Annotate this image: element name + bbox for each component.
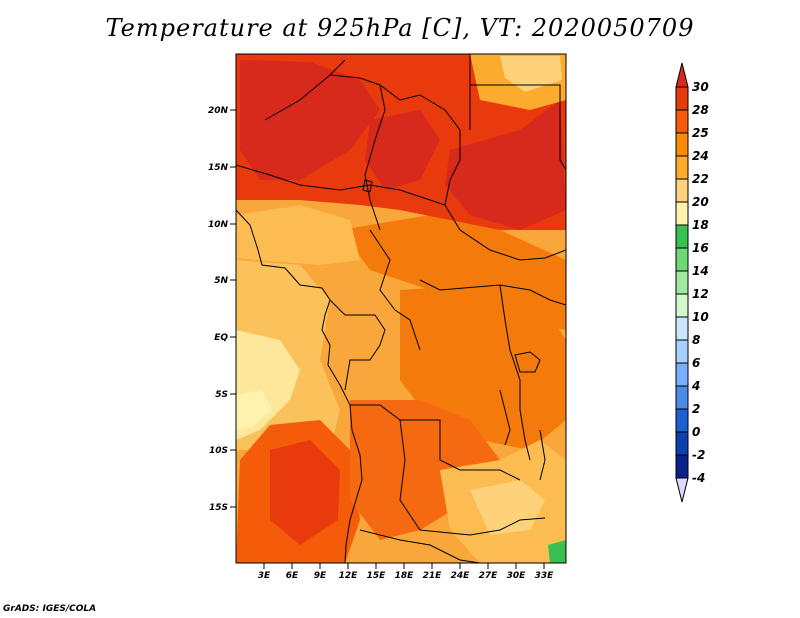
- field-north-center-hot: [365, 110, 440, 190]
- colorbar-swatch: [675, 178, 689, 203]
- lon-tick-label: 33E: [535, 571, 555, 581]
- longitude-axis: 3E 6E 9E 12E 15E 18E 21E 24E 27E 30E 33E: [258, 563, 554, 581]
- border-north-1: [264, 59, 461, 206]
- temperature-map: 20N 15N 10N 5N EQ 5S 10S 15S 3E 6E 9E 12E 15E 18E 21E…: [208, 53, 709, 581]
- colorbar-bottom-arrow: [675, 477, 689, 503]
- border-central-3: [419, 279, 566, 306]
- colorbar-label: -2: [692, 448, 705, 462]
- map-title: Temperature at 925hPa [C], VT: 202005070…: [105, 14, 695, 42]
- colorbar-swatch: [675, 155, 689, 180]
- colorbar-label: 18: [692, 218, 709, 232]
- lon-tick-label: 30E: [507, 571, 527, 581]
- colorbar-swatch: [675, 339, 689, 364]
- lat-tick-label: 15S: [209, 503, 228, 513]
- colorbar-swatch: [675, 454, 689, 479]
- lon-tick-label: 21E: [423, 571, 443, 581]
- colorbar-label: 16: [692, 241, 709, 255]
- colorbar-swatch: [675, 201, 689, 226]
- lon-tick-label: 6E: [286, 571, 299, 581]
- colorbar-swatch: [675, 431, 689, 456]
- colorbar-label: 2: [692, 402, 700, 416]
- colorbar-swatch: [675, 109, 689, 134]
- lake-chad: [362, 179, 373, 193]
- lat-tick-label: 10S: [209, 446, 228, 456]
- colorbar-swatch: [675, 86, 689, 111]
- field-green-patch: [548, 540, 566, 563]
- colorbar-top-arrow: [675, 62, 689, 88]
- colorbar-label: 10: [692, 310, 709, 324]
- border-south-2: [399, 419, 546, 536]
- lon-tick-label: 27E: [479, 571, 499, 581]
- lon-tick-label: 24E: [451, 571, 471, 581]
- coastlines-borders: [236, 54, 566, 563]
- grads-credit: GrADS: IGES/COLA: [3, 604, 97, 614]
- lake-malawi: [539, 429, 546, 481]
- lake-tanganyika: [499, 389, 511, 446]
- colorbar-label: 8: [692, 333, 700, 347]
- colorbar-swatch: [675, 247, 689, 272]
- lon-tick-label: 12E: [339, 571, 359, 581]
- lat-tick-label: EQ: [214, 333, 228, 343]
- colorbar-swatch: [675, 132, 689, 157]
- border-east-1: [499, 284, 531, 461]
- colorbar-swatch: [675, 224, 689, 249]
- lat-tick-label: 5S: [215, 390, 228, 400]
- colorbar-label: 6: [692, 356, 700, 370]
- map-frame: [235, 53, 567, 564]
- colorbar-label: 12: [692, 287, 709, 301]
- colorbar-label: 22: [692, 172, 709, 186]
- lat-tick-label: 20N: [208, 106, 229, 116]
- lake-victoria: [514, 351, 541, 373]
- colorbar-label: 24: [692, 149, 709, 163]
- lat-tick-label: 5N: [214, 276, 228, 286]
- colorbar-swatch: [675, 385, 689, 410]
- lat-tick-label: 15N: [208, 163, 229, 173]
- colorbar-label: 14: [692, 264, 709, 278]
- field-south-interior: [350, 400, 500, 540]
- border-north-2: [364, 84, 386, 231]
- lon-tick-label: 9E: [314, 571, 327, 581]
- colorbar-swatch: [675, 362, 689, 387]
- border-south-1: [350, 404, 521, 481]
- field-north-hottest: [240, 60, 380, 180]
- colorbar-swatch: [675, 408, 689, 433]
- lon-tick-label: 3E: [258, 571, 271, 581]
- border-sahel: [236, 164, 566, 261]
- colorbar-swatch: [675, 270, 689, 295]
- lat-tick-label: 10N: [208, 220, 229, 230]
- colorbar-swatch: [675, 316, 689, 341]
- field-west-palest: [236, 390, 272, 430]
- latitude-axis: 20N 15N 10N 5N EQ 5S 10S 15S: [208, 106, 236, 513]
- colorbar-label: 30: [692, 80, 709, 94]
- field-northeast-hottest: [445, 100, 566, 230]
- lon-tick-label: 15E: [367, 571, 387, 581]
- field-south-ocean-hot: [270, 440, 340, 545]
- border-central-2: [329, 299, 386, 391]
- field-westafrica-pale: [236, 205, 360, 265]
- colorbar-label: 0: [692, 425, 700, 439]
- colorbar-label: -4: [692, 471, 705, 485]
- temperature-field: [236, 54, 566, 563]
- lon-tick-label: 18E: [395, 571, 415, 581]
- colorbar-swatch: [675, 293, 689, 318]
- border-central-1: [369, 229, 421, 351]
- coastline-west: [236, 209, 363, 563]
- colorbar-label: 28: [692, 103, 709, 117]
- colorbar-label: 20: [692, 195, 709, 209]
- border-north-3: [469, 54, 566, 171]
- border-south-3: [359, 529, 481, 563]
- colorbar-label: 25: [692, 126, 709, 140]
- field-southeast-light: [470, 480, 545, 535]
- field-northeast-palest: [500, 56, 562, 92]
- colorbar-label: 4: [691, 379, 700, 393]
